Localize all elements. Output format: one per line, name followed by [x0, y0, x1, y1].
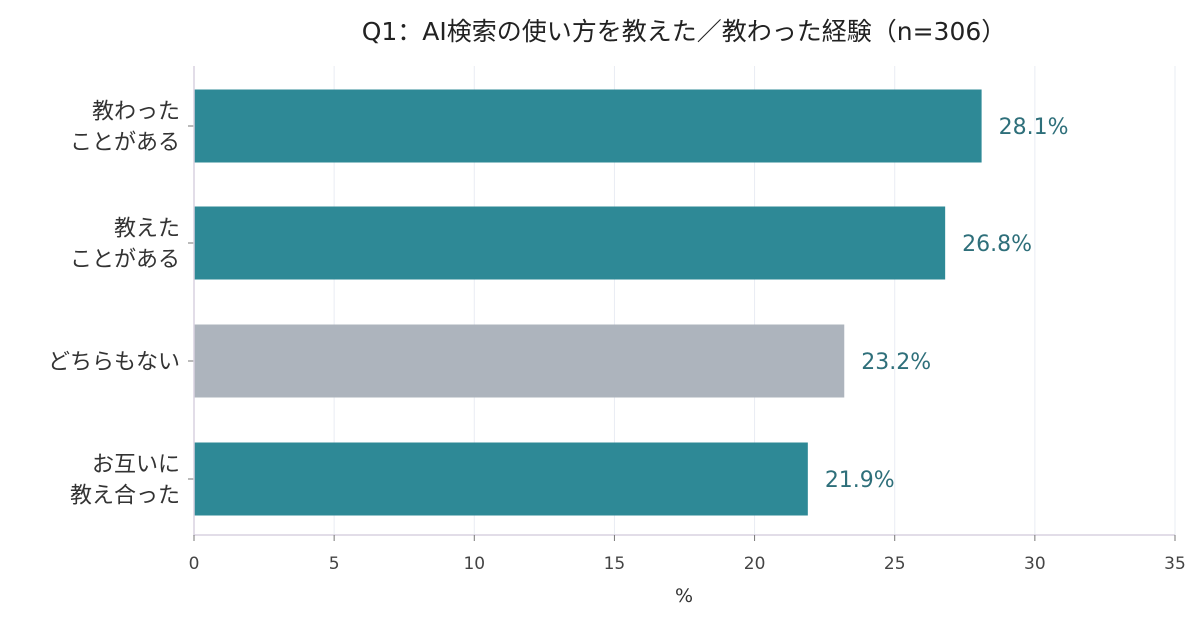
- data-label: 23.2%: [861, 350, 931, 375]
- x-tick-label: 0: [189, 554, 200, 574]
- bar: [194, 89, 982, 163]
- axes: [188, 66, 1175, 536]
- data-labels: 28.1% 26.8% 23.2% 21.9%: [825, 115, 1069, 493]
- x-ticks: 0 5 10 15 20 25 30 35: [189, 535, 1186, 574]
- x-tick-label: 25: [884, 554, 906, 574]
- chart-title: Q1：AI検索の使い方を教えた／教わった経験（n=306）: [362, 17, 1007, 46]
- category-label: 教わったことがある: [70, 100, 180, 156]
- x-tick-label: 10: [463, 554, 485, 574]
- x-axis-label: %: [675, 585, 693, 607]
- category-label: 教えたことがある: [70, 217, 180, 273]
- x-tick-label: 5: [329, 554, 340, 574]
- x-tick-label: 20: [744, 554, 766, 574]
- data-label: 21.9%: [825, 468, 895, 493]
- x-tick-label: 35: [1164, 554, 1186, 574]
- data-label: 28.1%: [999, 115, 1069, 140]
- bar: [194, 324, 845, 398]
- bars: [194, 89, 982, 516]
- x-tick-label: 15: [604, 554, 626, 574]
- category-label: お互いに教え合った: [70, 453, 180, 509]
- bar: [194, 206, 946, 280]
- data-label: 26.8%: [962, 232, 1032, 257]
- bar: [194, 442, 808, 516]
- x-tick-label: 30: [1024, 554, 1046, 574]
- category-label: どちらもない: [48, 350, 180, 375]
